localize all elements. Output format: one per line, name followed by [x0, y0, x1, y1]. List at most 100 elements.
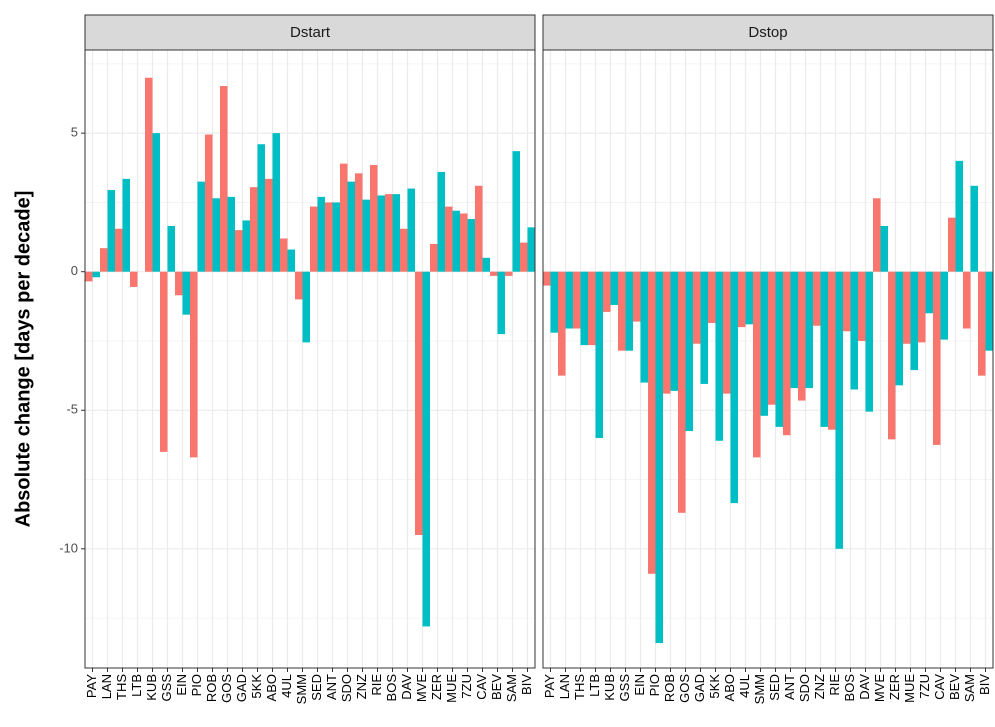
- bar: [445, 206, 453, 272]
- bar: [985, 271, 993, 351]
- x-tick-label: LAN: [557, 674, 572, 699]
- bar: [280, 238, 288, 272]
- bar: [745, 271, 753, 325]
- x-tick-label: GOS: [677, 674, 692, 703]
- x-tick-label: MVE: [414, 674, 429, 703]
- bar: [573, 271, 581, 329]
- x-tick-label: 5KK: [249, 674, 264, 699]
- bar: [730, 271, 738, 504]
- x-tick-label: KUB: [144, 674, 159, 701]
- bar: [873, 198, 881, 272]
- bar: [775, 271, 783, 427]
- bar: [865, 271, 873, 412]
- panel-border: [84, 49, 536, 669]
- bar: [700, 271, 708, 384]
- bar: [678, 271, 686, 513]
- bar: [798, 271, 806, 401]
- bar: [595, 271, 603, 438]
- bar: [362, 199, 370, 272]
- bar: [655, 271, 663, 644]
- bar: [85, 271, 93, 282]
- bar: [257, 144, 265, 272]
- bar: [858, 271, 866, 341]
- bar: [205, 134, 213, 272]
- x-tick-label: SDO: [339, 674, 354, 702]
- x-tick-label: ANT: [324, 674, 339, 700]
- bar: [302, 271, 310, 343]
- bar: [910, 271, 918, 371]
- bar: [430, 243, 438, 272]
- x-tick-label: ANT: [782, 674, 797, 700]
- x-tick-label: 7ZU: [917, 674, 932, 699]
- x-tick-label: BIV: [519, 674, 534, 695]
- x-tick-label: PAY: [542, 674, 557, 698]
- bar: [317, 196, 325, 272]
- bar: [497, 271, 505, 335]
- bar: [437, 171, 445, 272]
- x-tick-label: CAV: [932, 674, 947, 700]
- bar: [100, 248, 108, 272]
- bar: [603, 271, 611, 312]
- bar: [760, 271, 768, 416]
- bar: [467, 219, 475, 272]
- x-tick-label: RIE: [827, 674, 842, 696]
- bar: [640, 271, 648, 383]
- bar: [903, 271, 911, 344]
- x-tick-label: SDO: [797, 674, 812, 702]
- bar: [310, 206, 318, 272]
- x-tick-label: GSS: [617, 674, 632, 702]
- bar: [130, 271, 138, 287]
- bar: [970, 185, 978, 272]
- x-tick-label: 5KK: [707, 674, 722, 699]
- bar: [618, 271, 626, 351]
- x-tick-label: EIN: [632, 674, 647, 696]
- x-tick-label: BOS: [384, 674, 399, 702]
- x-tick-label: ABO: [264, 674, 279, 701]
- bar: [850, 271, 858, 390]
- x-tick-label: LAN: [99, 674, 114, 699]
- bar: [768, 271, 776, 405]
- bar: [933, 271, 941, 445]
- bar: [670, 271, 678, 391]
- strip: [84, 14, 536, 51]
- bar: [407, 188, 415, 272]
- bar: [543, 271, 551, 286]
- bar: [828, 271, 836, 430]
- x-tick-label: THS: [572, 674, 587, 700]
- x-tick-label: GSS: [159, 674, 174, 702]
- bar: [813, 271, 821, 326]
- bar: [625, 271, 633, 351]
- y-tick-label: -10: [59, 540, 78, 555]
- x-tick-label: KUB: [602, 674, 617, 701]
- x-tick-label: SMM: [294, 674, 309, 704]
- bar: [723, 271, 731, 394]
- bar: [160, 271, 168, 452]
- bar: [235, 230, 243, 272]
- bar: [648, 271, 656, 574]
- bar: [963, 271, 971, 329]
- bar: [392, 194, 400, 272]
- bar: [708, 271, 716, 323]
- bar: [197, 181, 205, 272]
- bar: [633, 271, 641, 322]
- bar: [332, 202, 340, 272]
- bar: [377, 195, 385, 272]
- bar: [738, 271, 746, 328]
- bar: [978, 271, 986, 376]
- bar: [107, 189, 115, 272]
- bar: [190, 271, 198, 458]
- bar: [167, 225, 175, 272]
- bar: [325, 202, 333, 272]
- bar: [460, 213, 468, 272]
- x-tick-label: ZNZ: [812, 674, 827, 699]
- x-tick-label: BIV: [977, 674, 992, 695]
- bar: [558, 271, 566, 376]
- bar: [790, 271, 798, 389]
- bar: [512, 151, 520, 272]
- x-tick-label: GAD: [692, 674, 707, 702]
- x-tick-label: PIO: [189, 674, 204, 696]
- bar: [588, 271, 596, 346]
- x-tick-label: GAD: [234, 674, 249, 702]
- bar: [370, 165, 378, 272]
